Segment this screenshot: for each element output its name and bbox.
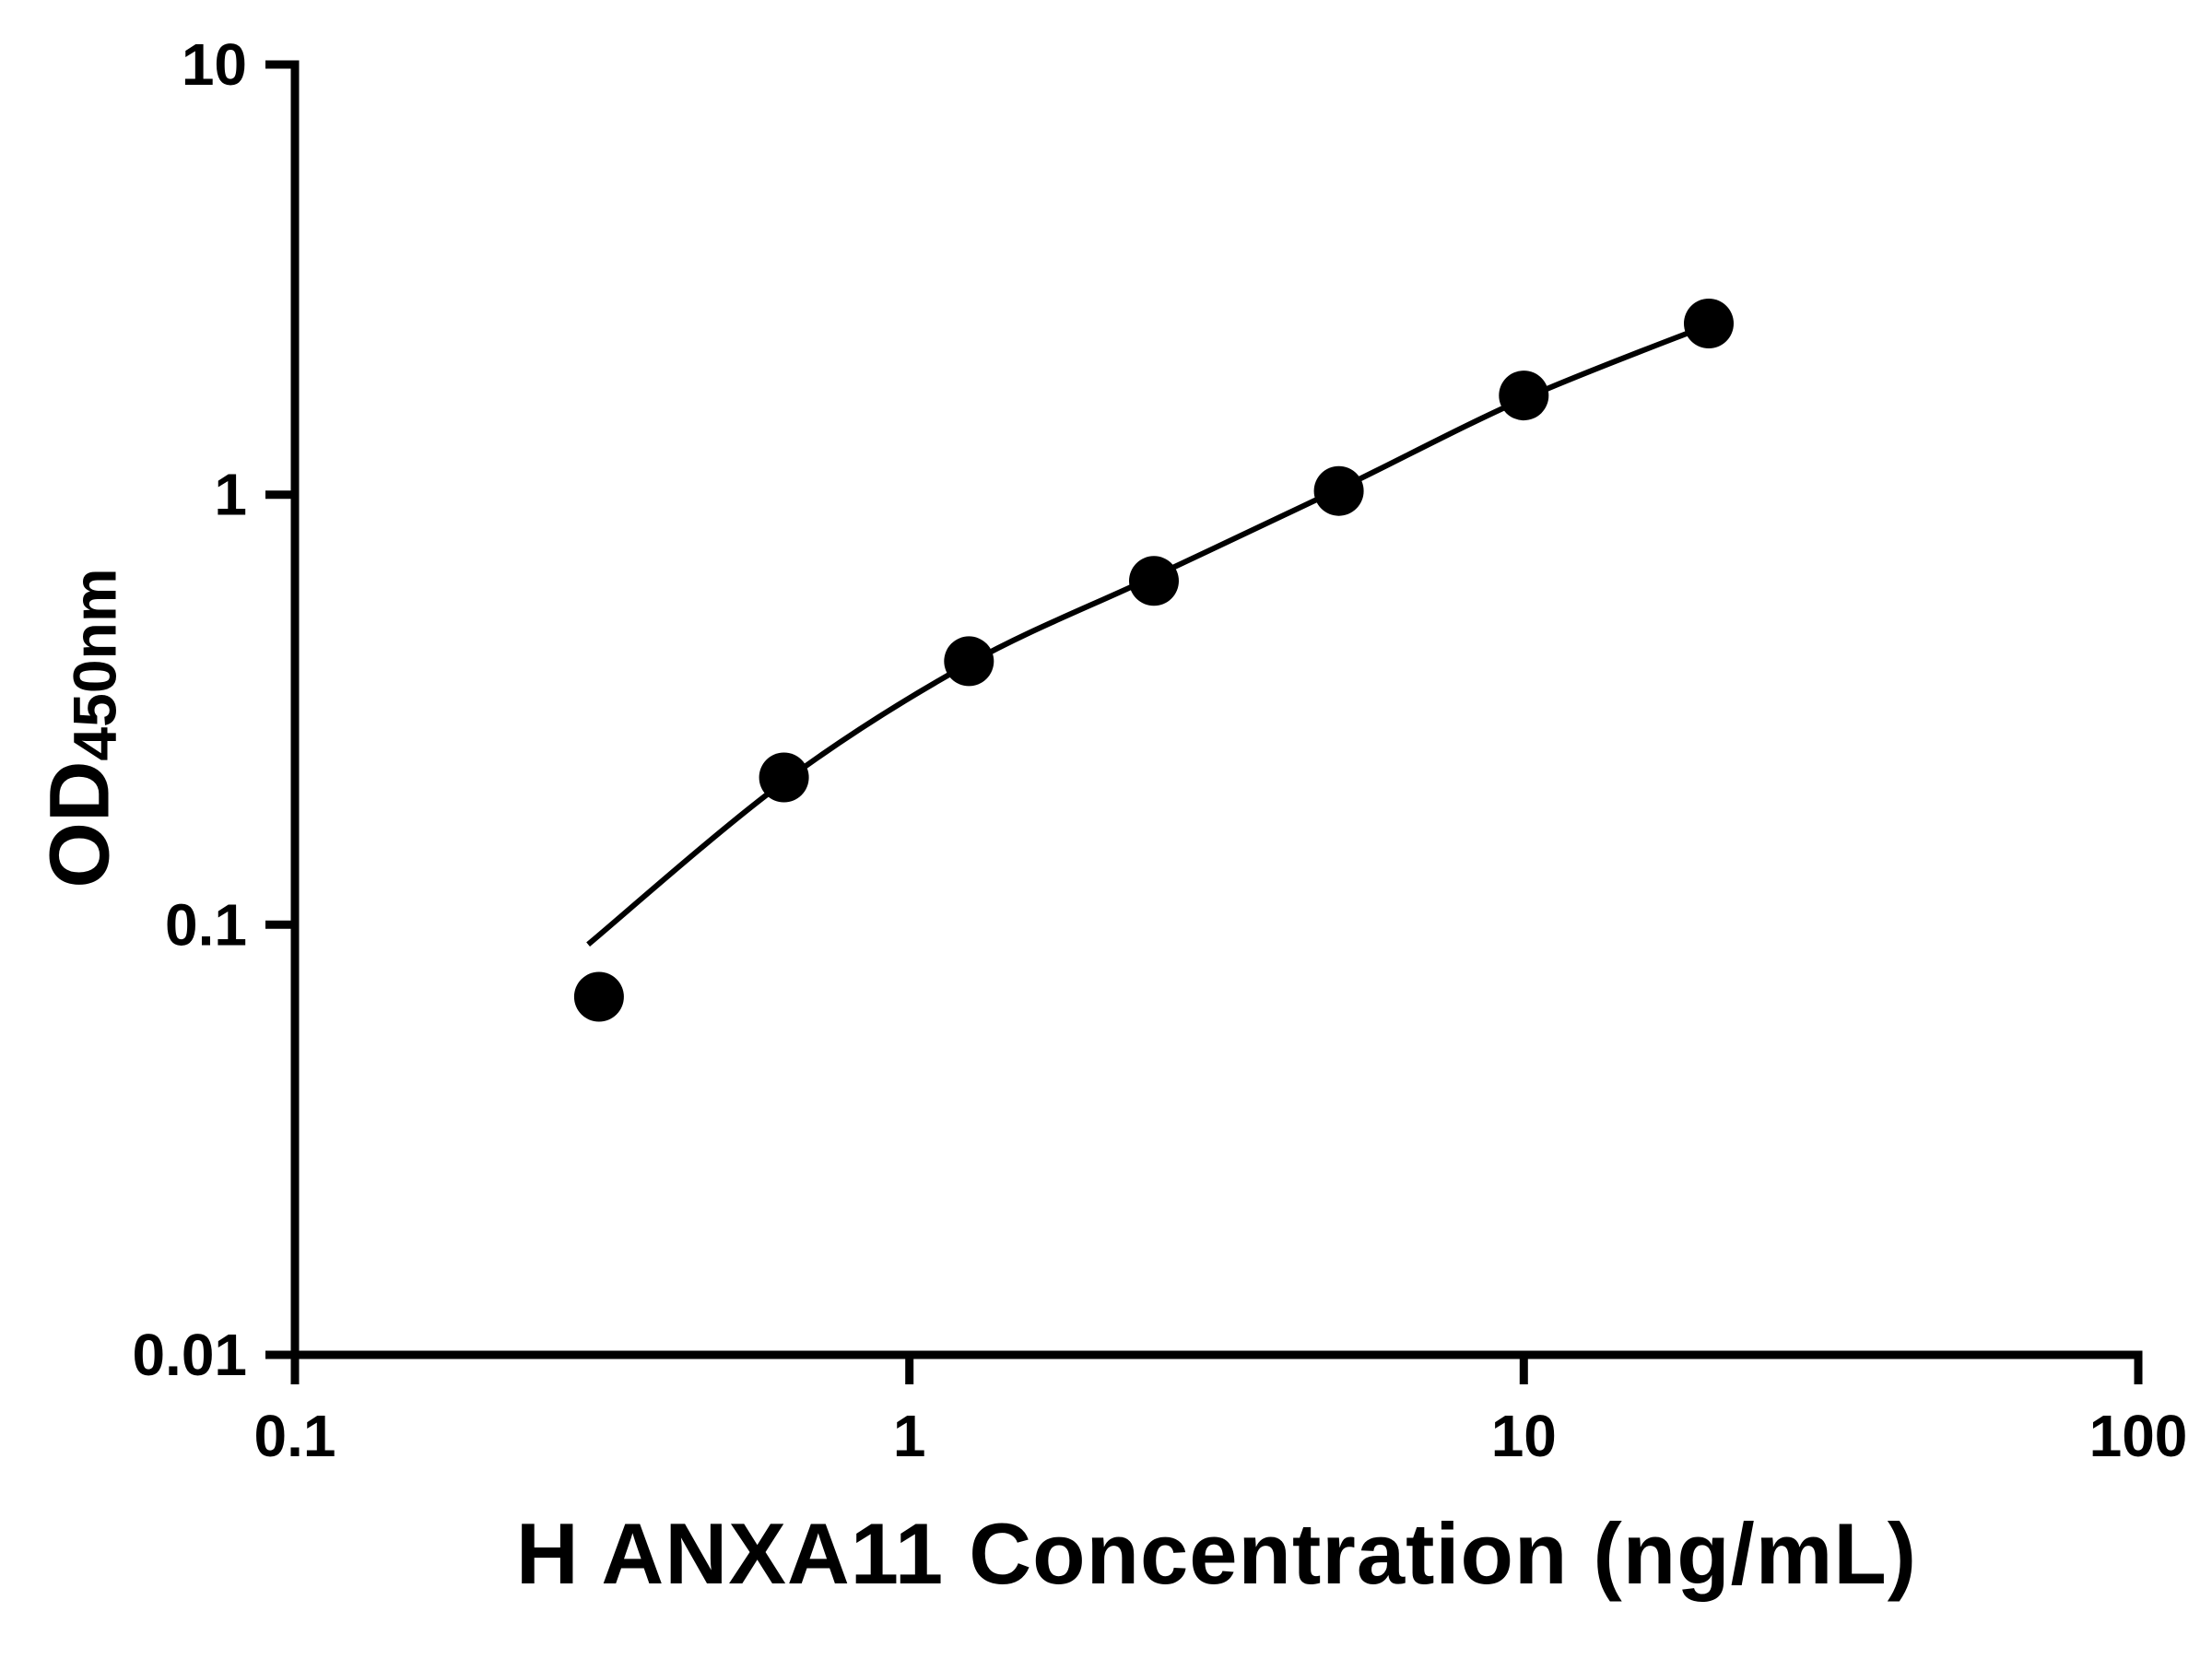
y-tick-label: 1 [214, 462, 247, 528]
y-axis-label-main: OD [32, 760, 127, 888]
data-point [1684, 299, 1734, 348]
data-point [759, 752, 809, 803]
y-tick-label: 0.01 [132, 1322, 247, 1388]
x-tick-label: 1 [893, 1403, 926, 1469]
data-point [1313, 465, 1364, 516]
data-point [573, 971, 624, 1022]
x-tick-label: 10 [1491, 1403, 1557, 1469]
data-point [1129, 556, 1179, 606]
y-axis-label-subscript: 450nm [60, 568, 129, 761]
y-tick-label: 0.1 [165, 891, 247, 958]
x-tick-label: 0.1 [254, 1403, 336, 1469]
y-axis-label: OD450nm [33, 568, 129, 888]
x-tick-label: 100 [2089, 1403, 2188, 1469]
x-axis-label: H ANXA11 Concentration (ng/mL) [515, 1505, 1918, 1602]
y-tick-label: 10 [182, 31, 247, 98]
data-point [944, 636, 994, 687]
data-point [1499, 371, 1549, 421]
